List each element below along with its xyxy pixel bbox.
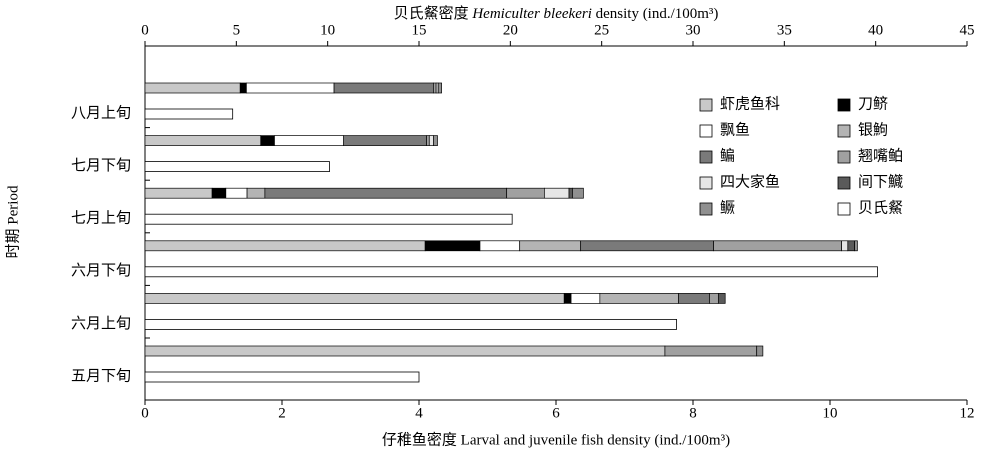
bar-segment <box>580 240 714 252</box>
bar-segment <box>479 240 521 252</box>
x2-tick-label: 40 <box>868 22 883 38</box>
x2-tick-label: 10 <box>320 22 335 38</box>
x2-axis-title-part: density (ind./100m³) <box>592 6 719 22</box>
legend-label: 飘鱼 <box>720 120 750 138</box>
x2-axis-title-part: Hemiculter bleekeri <box>471 6 592 22</box>
bar-segment <box>841 240 849 252</box>
legend-swatch <box>837 124 851 138</box>
legend-swatch <box>837 150 851 164</box>
bar <box>144 266 878 278</box>
legend-swatch <box>837 98 851 112</box>
bar <box>144 108 234 120</box>
bar-segment <box>756 345 764 357</box>
y-tick-label: 七月下旬 <box>71 157 131 174</box>
bar-segment <box>570 293 601 304</box>
bar-segment <box>709 293 719 304</box>
x2-tick-label: 30 <box>686 22 701 38</box>
legend-label: 翘嘴鲌 <box>858 146 903 164</box>
legend-label: 银鮈 <box>858 121 888 138</box>
bar-segment <box>333 82 434 94</box>
bar-segment <box>144 293 565 304</box>
bar-segment <box>544 187 570 199</box>
y-tick-label: 六月上旬 <box>71 315 131 332</box>
bar-segment <box>246 82 335 94</box>
bar-segment <box>519 240 582 252</box>
bar-segment <box>144 240 426 252</box>
bar-segment <box>678 293 710 304</box>
legend-swatch <box>699 98 713 112</box>
bar-segment <box>428 135 434 146</box>
legend-swatch <box>699 202 713 216</box>
x-tick-label: 12 <box>960 405 975 421</box>
y-axis-title: 时期 Period <box>4 185 21 258</box>
legend-swatch <box>699 124 713 138</box>
bar-segment <box>433 82 437 94</box>
bar <box>144 371 420 383</box>
legend-swatch <box>699 176 713 190</box>
bar-segment <box>424 240 481 252</box>
legend-swatch <box>699 150 713 164</box>
legend-label: 间下鱵 <box>858 173 903 190</box>
bar-segment <box>264 187 508 199</box>
x2-axis-title: 贝氏䱗密度 Hemiculter bleekeri density (ind./… <box>394 5 719 22</box>
x-tick-label: 10 <box>823 405 838 421</box>
legend-label: 刀鲚 <box>858 95 888 112</box>
x-tick-label: 4 <box>415 405 423 421</box>
legend-label: 鳜 <box>720 199 735 216</box>
x-axis-title: 仔稚鱼密度 Larval and juvenile fish density (… <box>382 430 730 448</box>
bar-segment <box>239 82 247 94</box>
bar-segment <box>713 240 842 252</box>
x-tick-label: 6 <box>552 405 560 421</box>
x2-tick-label: 45 <box>960 22 975 38</box>
bar-segment <box>854 240 858 252</box>
bar-segment <box>144 345 666 357</box>
bar-segment <box>225 187 248 199</box>
bar-segment <box>563 293 572 304</box>
bar-segment <box>246 187 266 199</box>
legend-swatch <box>837 176 851 190</box>
bar-segment <box>847 240 856 252</box>
bar-segment <box>664 345 758 357</box>
bar <box>144 213 513 225</box>
x2-tick-label: 5 <box>233 22 241 38</box>
x2-tick-label: 0 <box>141 22 149 38</box>
y-tick-label: 七月上旬 <box>71 210 131 227</box>
x2-tick-label: 25 <box>594 22 609 38</box>
x-tick-label: 8 <box>689 405 697 421</box>
y-tick-label: 五月下旬 <box>71 367 131 384</box>
x-tick-label: 2 <box>278 405 286 421</box>
legend-swatch <box>837 202 851 216</box>
bar-segment <box>437 82 442 94</box>
bar-segment <box>426 135 430 146</box>
bar <box>144 318 677 330</box>
legend-label: 四大家鱼 <box>720 172 780 190</box>
bar-segment <box>717 293 726 304</box>
bar-segment <box>144 187 213 199</box>
x2-tick-label: 20 <box>503 22 518 38</box>
x2-tick-label: 15 <box>412 22 427 38</box>
x2-tick-label: 35 <box>777 22 792 38</box>
legend-label: 贝氏䱗 <box>858 199 903 216</box>
bar-segment <box>599 293 679 304</box>
bar-segment <box>211 187 227 199</box>
bar-segment <box>506 187 545 199</box>
bar-segment <box>433 135 438 146</box>
bar-segment <box>260 135 275 146</box>
y-tick-label: 六月下旬 <box>71 262 131 279</box>
bar-segment <box>144 82 241 94</box>
legend-label: 鳊 <box>720 147 735 164</box>
y-tick-label: 八月上旬 <box>71 104 131 121</box>
bar-segment <box>572 187 584 199</box>
bar <box>144 161 330 173</box>
bar-segment <box>274 135 344 146</box>
legend-label: 虾虎鱼科 <box>720 94 780 112</box>
bar-segment <box>568 187 573 199</box>
bar-segment <box>144 135 262 146</box>
bar-segment <box>343 135 427 146</box>
x2-axis-title-part: 贝氏䱗密度 <box>394 5 473 22</box>
x-tick-label: 0 <box>141 405 149 421</box>
